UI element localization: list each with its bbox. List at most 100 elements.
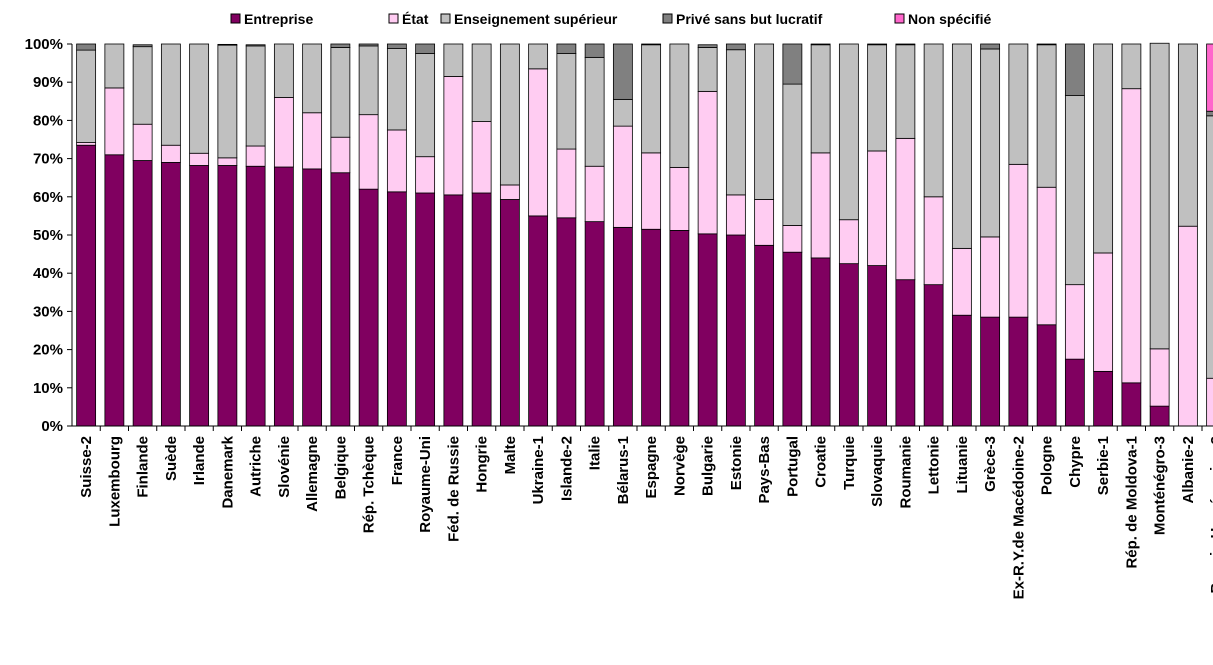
- bar-group-belgique: [330, 43, 351, 427]
- x-category-label: Belgique: [332, 436, 349, 499]
- bar-segment-etat: [528, 68, 549, 217]
- bar-segment-enseignement-superieur: [1008, 43, 1029, 165]
- bar-segment-entreprise: [330, 172, 351, 427]
- legend-swatch-non-specifie: [894, 13, 905, 24]
- bar-segment-entreprise: [725, 234, 746, 427]
- bar-segment-prive-sans-but-lucratif: [1036, 43, 1057, 46]
- bar-group-irlande: [189, 43, 210, 427]
- bar-group-slovenie: [273, 43, 294, 427]
- bar-group-allemagne: [302, 43, 323, 427]
- x-category-label: Chypre: [1067, 436, 1084, 488]
- bar-segment-entreprise: [951, 314, 972, 427]
- bar-segment-etat: [302, 112, 323, 170]
- bar-segment-entreprise: [302, 168, 323, 427]
- legend-label-prive-sans-but-lucratif: Privé sans but lucratif: [676, 11, 823, 27]
- legend-label-enseignement-superieur: Enseignement supérieur: [454, 11, 618, 27]
- bar-segment-etat: [1206, 377, 1213, 427]
- bar-segment-etat: [980, 236, 1001, 318]
- y-axis: 0% 10% 20% 30% 40% 50% 60% 70% 80% 90% 100%: [25, 36, 73, 435]
- bar-segment-etat: [76, 142, 97, 146]
- x-category-label: Serbie-1: [1095, 436, 1112, 495]
- bar-segment-enseignement-superieur: [923, 43, 944, 198]
- x-category-label: Autriche: [248, 436, 265, 497]
- bar-segment-prive-sans-but-lucratif: [217, 43, 238, 46]
- bar-segment-enseignement-superieur: [415, 53, 436, 158]
- bar-segment-etat: [782, 225, 803, 253]
- bar-segment-enseignement-superieur: [725, 49, 746, 196]
- bar-segment-entreprise: [132, 160, 153, 427]
- bar-group-montenegro-3: [1149, 42, 1170, 427]
- bar-segment-entreprise: [1008, 316, 1029, 427]
- bar-segment-etat: [1121, 88, 1142, 384]
- bar-segment-entreprise: [754, 244, 775, 427]
- bar-segment-entreprise: [104, 154, 125, 427]
- bar-segment-entreprise: [528, 215, 549, 427]
- x-category-label: Lituanie: [954, 436, 971, 494]
- bar-group-luxembourg: [104, 43, 125, 427]
- bar-segment-enseignement-superieur: [76, 49, 97, 143]
- bar-group-france: [386, 43, 407, 427]
- bar-segment-enseignement-superieur: [273, 43, 294, 98]
- bar-segment-etat: [273, 97, 294, 168]
- bar-segment-etat: [951, 247, 972, 316]
- bar-segment-entreprise: [273, 166, 294, 427]
- bar-segment-prive-sans-but-lucratif: [782, 43, 803, 85]
- legend: Entreprise État Enseignement supérieur Priv…: [230, 11, 991, 27]
- bar-group-rep-tcheque: [358, 43, 379, 427]
- bar-group-pologne: [1036, 43, 1057, 427]
- bar-segment-prive-sans-but-lucratif: [415, 43, 436, 54]
- legend-label-etat: État: [402, 11, 429, 27]
- bar-segment-enseignement-superieur: [132, 46, 153, 125]
- bar-group-serbie-1: [1093, 43, 1114, 427]
- bar-segment-entreprise: [76, 144, 97, 427]
- bar-segment-prive-sans-but-lucratif: [132, 44, 153, 48]
- bar-segment-prive-sans-but-lucratif: [980, 43, 1001, 50]
- bar-segment-etat: [160, 144, 181, 163]
- bar-segment-etat: [669, 166, 690, 231]
- x-category-label: Albanie-2: [1180, 436, 1197, 504]
- bar-group-fed-de-russie: [443, 43, 464, 427]
- x-category-label: Turquie: [841, 436, 858, 490]
- bar-segment-enseignement-superieur: [1206, 115, 1213, 379]
- bar-group-estonie: [725, 43, 746, 427]
- bar-group-royaume-uni: [415, 43, 436, 427]
- y-tick-label: 20%: [33, 342, 63, 359]
- bar-segment-etat: [584, 165, 605, 223]
- bar-group-finlande: [132, 44, 153, 427]
- x-category-label: Rép. Tchèque: [361, 436, 378, 533]
- x-category-label: Féd. de Russie: [445, 436, 462, 542]
- bar-segment-entreprise: [1121, 382, 1142, 427]
- bar-segment-etat: [1036, 186, 1057, 326]
- bar-segment-enseignement-superieur: [499, 43, 520, 186]
- bar-segment-prive-sans-but-lucratif: [641, 43, 662, 46]
- bar-segment-prive-sans-but-lucratif: [697, 44, 718, 48]
- x-category-label: Ukraine-1: [530, 436, 547, 504]
- x-axis: Suisse-2 Luxembourg Finlande Suède Irlande Da…: [72, 425, 1213, 599]
- x-category-label: Slovénie: [276, 436, 293, 498]
- x-category-label: Rép. de Moldova-1: [1123, 436, 1140, 569]
- bar-segment-entreprise: [1093, 370, 1114, 427]
- x-category-label: Ex-R.Y.de Macédoine-2: [1010, 436, 1027, 599]
- x-category-label: Luxembourg: [106, 436, 123, 527]
- bar-segment-enseignement-superieur: [895, 44, 916, 139]
- legend-label-entreprise: Entreprise: [244, 11, 313, 27]
- x-category-label: Lettonie: [926, 436, 943, 494]
- bar-group-norvege: [669, 43, 690, 427]
- y-tick-label: 70%: [33, 151, 63, 168]
- x-category-label: Islande-2: [558, 436, 575, 501]
- bar-segment-etat: [1064, 284, 1085, 360]
- bar-group-albanie-2: [1177, 43, 1198, 427]
- bar-segment-enseignement-superieur: [838, 43, 859, 221]
- bar-segment-entreprise: [838, 263, 859, 427]
- bar-segment-etat: [810, 152, 831, 259]
- bar-segment-enseignement-superieur: [189, 43, 210, 154]
- bar-group-lettonie: [923, 43, 944, 427]
- bar-segment-enseignement-superieur: [612, 98, 633, 127]
- x-category-label: Portugal: [784, 436, 801, 497]
- bar-segment-etat: [612, 125, 633, 228]
- x-category-label: Bosnie-Herzégovine-3: [1208, 436, 1213, 594]
- bar-group-rep-de-moldova-1: [1121, 43, 1142, 427]
- bar-segment-enseignement-superieur: [1149, 42, 1170, 350]
- bar-group-italie: [584, 43, 605, 427]
- bar-segment-entreprise: [612, 226, 633, 427]
